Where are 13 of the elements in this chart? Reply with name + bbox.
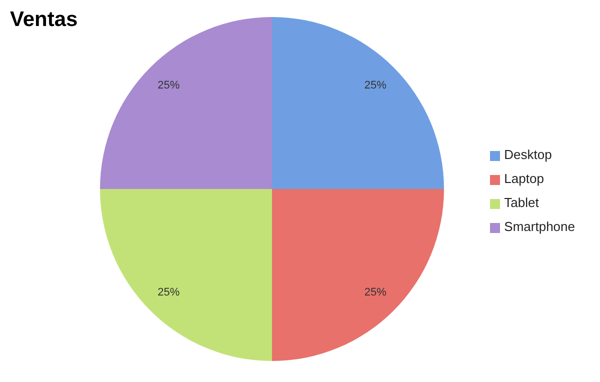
chart-title: Ventas: [10, 8, 78, 32]
data-label: 25%: [158, 286, 180, 298]
pie-slice: [272, 17, 444, 189]
pie-slice: [100, 17, 272, 189]
data-label: 25%: [364, 80, 387, 92]
data-label: 25%: [364, 286, 387, 298]
legend-label: Desktop: [504, 147, 552, 162]
data-label: 25%: [158, 80, 180, 92]
pie-slice: [100, 189, 272, 361]
legend-label: Smartphone: [504, 219, 575, 234]
legend-label: Laptop: [504, 171, 544, 186]
pie-slice: [272, 189, 444, 361]
legend-label: Tablet: [504, 195, 539, 210]
